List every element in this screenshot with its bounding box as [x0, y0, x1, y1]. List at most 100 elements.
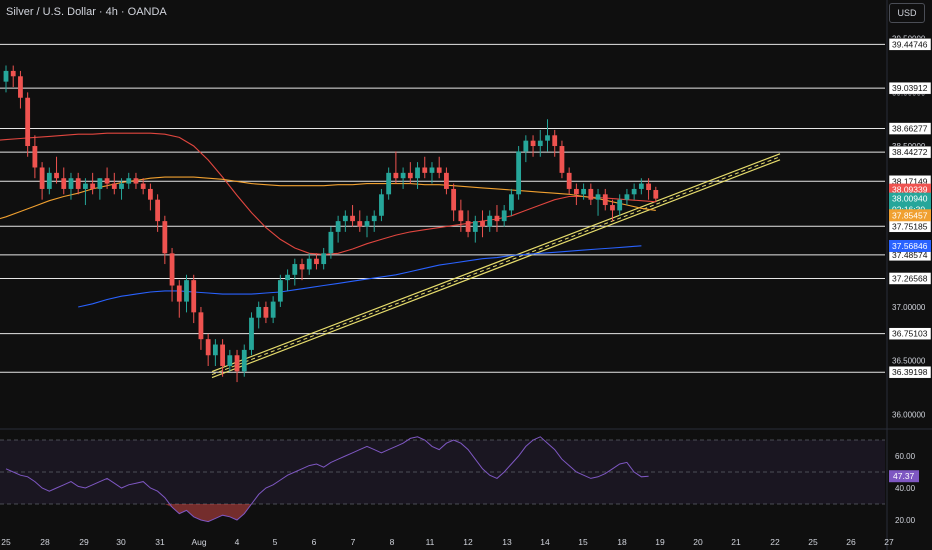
candle[interactable] — [306, 253, 312, 275]
candle[interactable] — [328, 226, 334, 259]
candle[interactable] — [54, 156, 59, 184]
candle[interactable] — [191, 274, 197, 324]
candle[interactable] — [617, 194, 623, 216]
candle[interactable] — [270, 296, 276, 324]
trend-channel-line[interactable] — [211, 153, 781, 373]
candles[interactable] — [3, 65, 659, 383]
candle[interactable] — [610, 199, 615, 222]
candle[interactable] — [480, 210, 485, 238]
candle[interactable] — [494, 205, 500, 232]
candle[interactable] — [357, 210, 363, 232]
candle[interactable] — [573, 183, 579, 206]
candle[interactable] — [451, 183, 457, 222]
candle[interactable] — [32, 135, 38, 179]
rsi-line[interactable] — [5, 436, 649, 523]
candle[interactable] — [292, 258, 298, 286]
candle[interactable] — [552, 129, 558, 157]
candle[interactable] — [277, 274, 283, 307]
candle[interactable] — [249, 312, 254, 356]
candle[interactable] — [285, 269, 290, 291]
candle[interactable] — [83, 178, 88, 206]
candle[interactable] — [184, 274, 189, 313]
candle[interactable] — [530, 135, 536, 157]
candle[interactable] — [588, 183, 594, 206]
candle[interactable] — [227, 349, 233, 372]
candle[interactable] — [400, 167, 406, 189]
trend-channel-line[interactable] — [211, 156, 781, 376]
candle[interactable] — [436, 156, 442, 179]
candle[interactable] — [537, 129, 543, 157]
candle[interactable] — [133, 172, 139, 189]
horizontal-levels[interactable] — [0, 43, 885, 373]
candle[interactable] — [335, 215, 341, 243]
candle[interactable] — [444, 167, 449, 195]
candle[interactable] — [364, 215, 370, 238]
candle[interactable] — [119, 178, 124, 200]
candle[interactable] — [155, 194, 161, 232]
candle[interactable] — [68, 172, 74, 200]
candle[interactable] — [379, 188, 384, 222]
candle[interactable] — [465, 210, 471, 238]
trend-channel[interactable] — [211, 153, 781, 379]
candle[interactable] — [75, 172, 81, 195]
candle[interactable] — [386, 167, 392, 200]
candle[interactable] — [111, 172, 117, 195]
candle[interactable] — [3, 65, 9, 93]
candle[interactable] — [104, 167, 110, 189]
candle[interactable] — [169, 247, 175, 302]
time-axis[interactable]: 25 28 29 30 31 Aug 4 5 6 7 8 11 12 13 14 15 18 19 20 21 22 25… — [1, 537, 894, 547]
price-axis[interactable]: 39.5000039.0000038.5000038.0000037.50000… — [888, 35, 932, 420]
candle[interactable] — [97, 178, 103, 200]
candle[interactable] — [350, 205, 355, 227]
currency-button[interactable]: USD — [889, 3, 925, 23]
candle[interactable] — [10, 65, 16, 88]
candle[interactable] — [371, 210, 377, 232]
candle[interactable] — [90, 172, 96, 195]
candle[interactable] — [126, 172, 132, 189]
candle[interactable] — [393, 151, 399, 184]
candle[interactable] — [516, 146, 522, 200]
candle[interactable] — [509, 188, 514, 216]
candle[interactable] — [299, 258, 305, 281]
candle[interactable] — [422, 156, 428, 179]
candle[interactable] — [46, 167, 52, 195]
candle[interactable] — [39, 162, 45, 200]
candle[interactable] — [487, 210, 493, 232]
candle[interactable] — [407, 162, 413, 184]
candle[interactable] — [595, 188, 601, 216]
candle[interactable] — [220, 339, 225, 377]
candle[interactable] — [263, 301, 269, 324]
candle[interactable] — [61, 167, 67, 195]
candle[interactable] — [18, 70, 23, 109]
candle[interactable] — [234, 349, 240, 383]
candle[interactable] — [624, 188, 630, 206]
rsi-pane[interactable]: 60.00 40.00 20.00 47.37 — [0, 436, 919, 525]
candle[interactable] — [415, 162, 420, 189]
candle[interactable] — [653, 186, 659, 202]
candle[interactable] — [342, 210, 348, 232]
candle[interactable] — [241, 344, 247, 377]
candle[interactable] — [631, 183, 637, 200]
candle[interactable] — [205, 333, 211, 366]
candle[interactable] — [212, 339, 218, 366]
trend-channel-line[interactable] — [211, 159, 781, 379]
candle[interactable] — [162, 215, 168, 265]
candle[interactable] — [545, 119, 550, 152]
candle[interactable] — [256, 301, 262, 329]
candle[interactable] — [198, 306, 204, 350]
candle[interactable] — [321, 247, 327, 270]
candle[interactable] — [176, 280, 182, 318]
candle[interactable] — [638, 178, 644, 195]
candle[interactable] — [501, 205, 507, 227]
candle[interactable] — [523, 135, 529, 163]
candle[interactable] — [566, 167, 572, 195]
candle[interactable] — [646, 178, 651, 200]
candle[interactable] — [314, 253, 319, 270]
candle[interactable] — [25, 92, 31, 157]
candle[interactable] — [602, 188, 608, 211]
candle[interactable] — [559, 140, 565, 179]
candle[interactable] — [458, 199, 464, 232]
candle[interactable] — [429, 162, 435, 184]
candle[interactable] — [148, 183, 153, 211]
